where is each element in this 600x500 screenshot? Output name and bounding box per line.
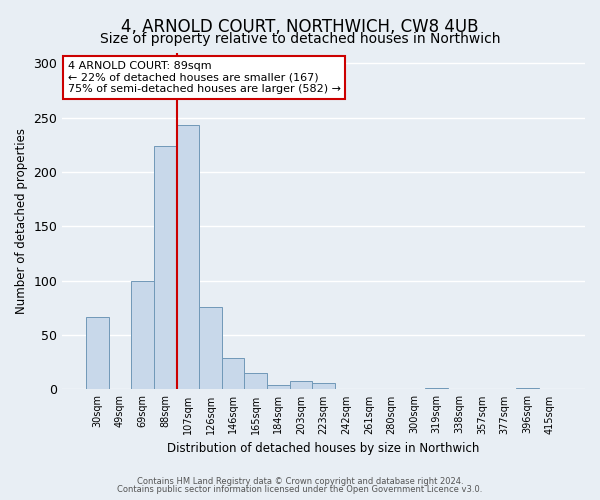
Text: 4, ARNOLD COURT, NORTHWICH, CW8 4UB: 4, ARNOLD COURT, NORTHWICH, CW8 4UB (121, 18, 479, 36)
Y-axis label: Number of detached properties: Number of detached properties (15, 128, 28, 314)
Bar (425, 388, 448, 390)
Bar (222, 358, 244, 390)
Bar (199, 307, 222, 390)
Bar (290, 380, 313, 390)
Text: Size of property relative to detached houses in Northwich: Size of property relative to detached ho… (100, 32, 500, 46)
Bar (154, 146, 176, 390)
Bar (313, 383, 335, 390)
Bar (86, 316, 109, 390)
Bar (176, 126, 199, 390)
Bar (131, 280, 154, 390)
Text: 4 ARNOLD COURT: 89sqm
← 22% of detached houses are smaller (167)
75% of semi-det: 4 ARNOLD COURT: 89sqm ← 22% of detached … (68, 61, 341, 94)
Bar (244, 373, 267, 390)
X-axis label: Distribution of detached houses by size in Northwich: Distribution of detached houses by size … (167, 442, 480, 455)
Bar (516, 388, 539, 390)
Text: Contains public sector information licensed under the Open Government Licence v3: Contains public sector information licen… (118, 485, 482, 494)
Bar (267, 385, 290, 390)
Text: Contains HM Land Registry data © Crown copyright and database right 2024.: Contains HM Land Registry data © Crown c… (137, 477, 463, 486)
